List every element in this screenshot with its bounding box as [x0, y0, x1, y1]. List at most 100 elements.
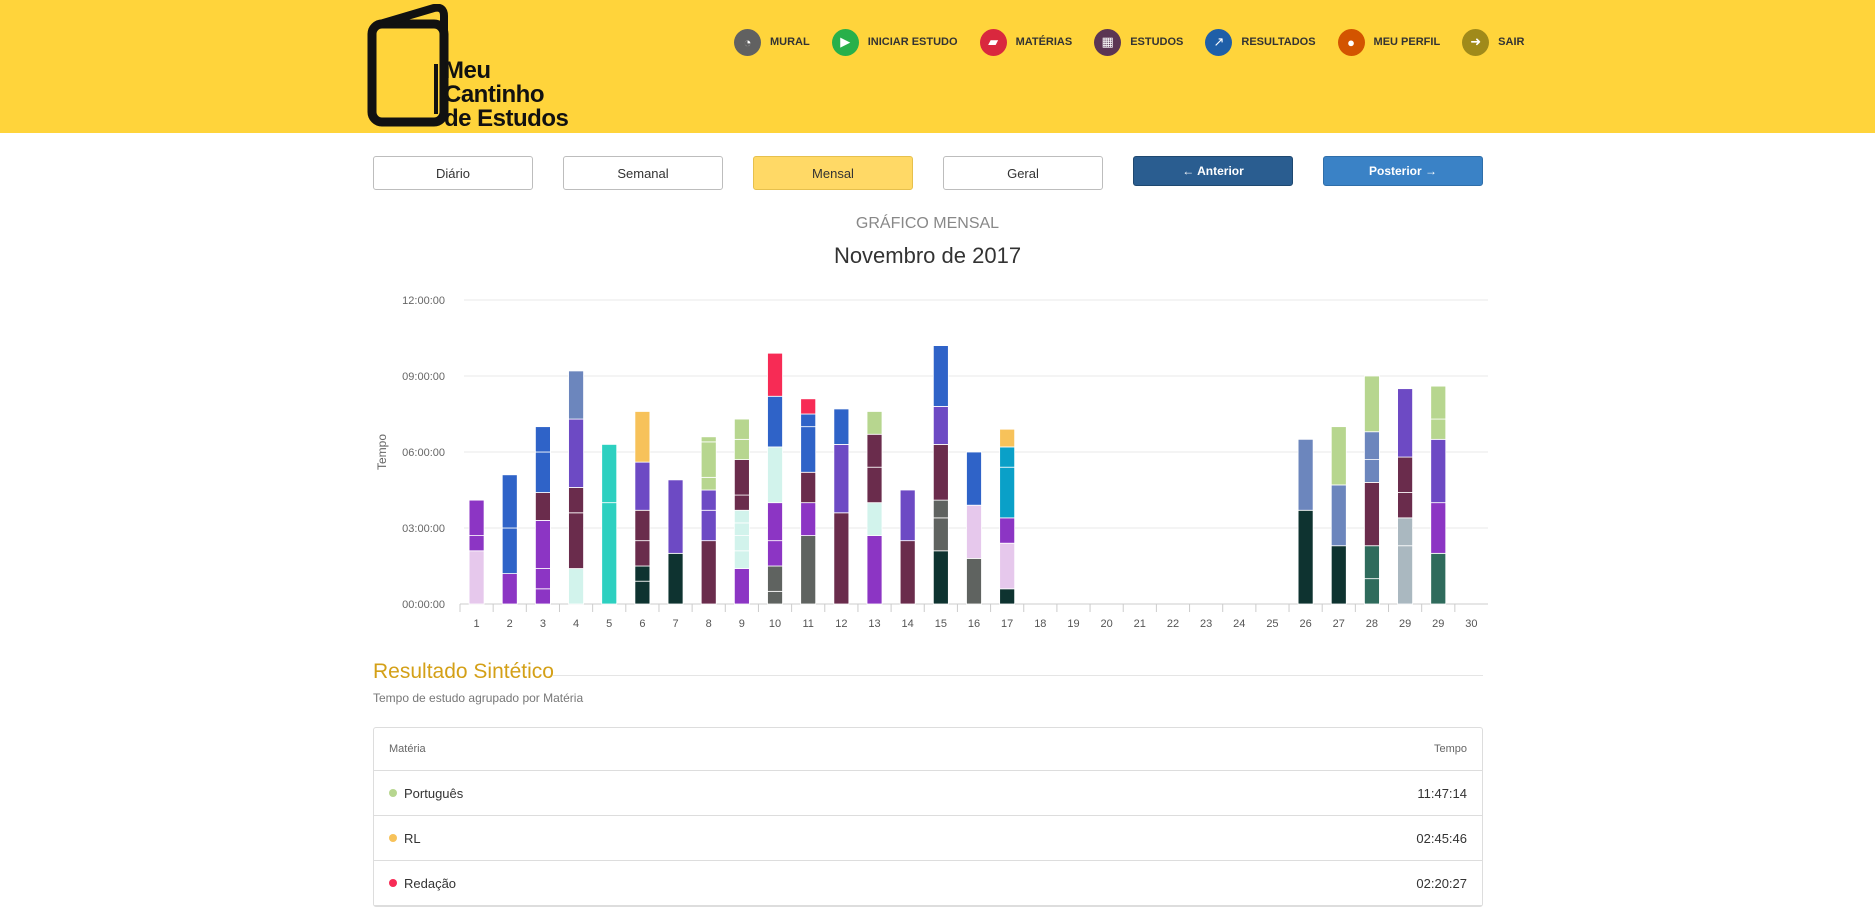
x-tick-label: 20: [1101, 618, 1113, 628]
table-row: RL 02:45:46: [374, 816, 1482, 861]
y-tick-label: 12:00:00: [402, 295, 445, 307]
x-tick-label: 6: [639, 618, 645, 628]
x-tick-label: 28: [1366, 618, 1378, 628]
bar-segment: [932, 550, 949, 605]
bar-segment: [733, 535, 750, 552]
nav-item-iniciar-estudo[interactable]: ▶ INICIAR ESTUDO: [831, 28, 958, 56]
bar-segment: [700, 509, 717, 542]
y-tick-label: 09:00:00: [402, 371, 445, 383]
bar-segment: [1364, 459, 1380, 483]
summary-table: Matéria Tempo Português 11:47:14 RL 02:45:4…: [373, 727, 1483, 907]
bar-segment: [767, 565, 783, 592]
chart-title: Novembro de 2017: [833, 243, 1022, 268]
nav-label: RESULTADOS: [1241, 36, 1316, 48]
x-tick-label: 8: [706, 618, 712, 628]
x-tick-label: 12: [835, 618, 847, 628]
top-header: Meu Cantinho de Estudos ◔ MURAL ▶ INICIAR E…: [0, 0, 1875, 133]
bar-segment: [733, 522, 750, 537]
x-tick-label: 30: [1465, 618, 1477, 628]
summary-title: Resultado Sintético: [373, 660, 554, 683]
bar-segment: [535, 451, 551, 493]
bar-segment: [733, 509, 750, 524]
subject-cell: Português: [389, 786, 463, 801]
bar-segment: [700, 476, 717, 491]
summary-divider: [553, 675, 1483, 676]
tab-geral[interactable]: Geral: [943, 156, 1103, 190]
bar-segment: [999, 466, 1016, 519]
bar-segment: [866, 502, 883, 537]
app-logo[interactable]: Meu Cantinho de Estudos: [366, 4, 576, 132]
logo-line-1: Meu: [444, 57, 491, 84]
bar-segment: [966, 504, 982, 559]
nav-item-resultados[interactable]: ↗ RESULTADOS: [1205, 28, 1316, 56]
nav-item-sair[interactable]: ➜ SAIR: [1462, 28, 1524, 56]
nav-label: MURAL: [770, 36, 810, 48]
bar-segment: [999, 428, 1016, 448]
bar-segment: [966, 451, 982, 506]
nav-item-meu-perfil[interactable]: ● MEU PERFIL: [1337, 28, 1440, 56]
bar-segment: [999, 542, 1016, 590]
subject-name: Português: [404, 785, 464, 801]
tab-mensal[interactable]: Mensal: [753, 156, 913, 190]
subject-name: Redação: [404, 875, 457, 891]
x-tick-label: 2: [507, 618, 513, 628]
chart-subtitle: GRÁFICO MENSAL: [855, 215, 1000, 232]
bar-segment: [667, 479, 684, 554]
x-tick-label: 11: [802, 618, 813, 628]
bar-segment: [1364, 578, 1380, 605]
logo-line-3: de Estudos: [444, 105, 569, 132]
x-tick-label: 5: [606, 618, 612, 628]
x-tick-label: 29: [1432, 618, 1444, 628]
bar-segment: [932, 499, 949, 519]
bar-segment: [1297, 438, 1314, 511]
bar-segment: [535, 568, 551, 590]
bar-segment: [634, 565, 651, 582]
bar-segment: [767, 352, 783, 397]
bar-segment: [501, 573, 518, 605]
bar-segment: [568, 487, 584, 514]
bar-segment: [535, 426, 551, 453]
dashboard-icon: ◔: [734, 28, 761, 56]
logo-line-2: Cantinho: [444, 81, 544, 108]
previous-button[interactable]: ← Anterior: [1133, 156, 1293, 186]
bar-segment: [767, 395, 783, 448]
bar-segment: [468, 535, 485, 552]
table-header: Matéria Tempo: [374, 728, 1482, 771]
bar-segment: [767, 540, 783, 567]
bar-segment: [535, 519, 551, 569]
x-tick-label: 13: [868, 618, 880, 628]
bar-segment: [999, 446, 1016, 468]
bar-segment: [700, 436, 717, 443]
bar-segment: [866, 466, 883, 504]
x-tick-label: 27: [1333, 618, 1345, 628]
bar-segment: [1430, 438, 1447, 504]
x-tick-label: 16: [968, 618, 980, 628]
next-button[interactable]: Posterior →: [1323, 156, 1483, 186]
y-tick-label: 03:00:00: [402, 523, 445, 535]
bar-segment: [667, 552, 684, 605]
bar-segment: [700, 540, 717, 605]
time-cell: 11:47:14: [1417, 785, 1467, 801]
x-tick-label: 25: [1266, 618, 1278, 628]
tab-diario[interactable]: Diário: [373, 156, 533, 190]
bar-segment: [767, 590, 783, 605]
bar-segment: [634, 580, 651, 605]
x-tick-label: 15: [935, 618, 947, 628]
bar-segment: [999, 588, 1016, 605]
bar-segment: [733, 459, 750, 496]
tab-semanal[interactable]: Semanal: [563, 156, 723, 190]
y-tick-label: 00:00:00: [402, 599, 445, 611]
bar-segment: [800, 413, 817, 428]
nav-item-estudos[interactable]: ▦ ESTUDOS: [1094, 28, 1183, 56]
bar-segment: [535, 588, 551, 605]
nav-label: ESTUDOS: [1130, 36, 1184, 48]
main-nav: ◔ MURAL ▶ INICIAR ESTUDO ▰ MATÉRIAS ▦ ESTUDOS ↗ R…: [734, 28, 1546, 56]
nav-item-mural[interactable]: ◔ MURAL: [734, 28, 810, 56]
bar-segment: [501, 474, 518, 529]
summary-subtitle: Tempo de estudo agrupado por Matéria: [373, 691, 584, 705]
x-tick-label: 17: [1001, 618, 1013, 628]
nav-label: MATÉRIAS: [1015, 36, 1073, 48]
nav-item-matérias[interactable]: ▰ MATÉRIAS: [979, 28, 1073, 56]
subject-cell: Redação: [389, 876, 456, 891]
bar-segment: [700, 489, 717, 511]
